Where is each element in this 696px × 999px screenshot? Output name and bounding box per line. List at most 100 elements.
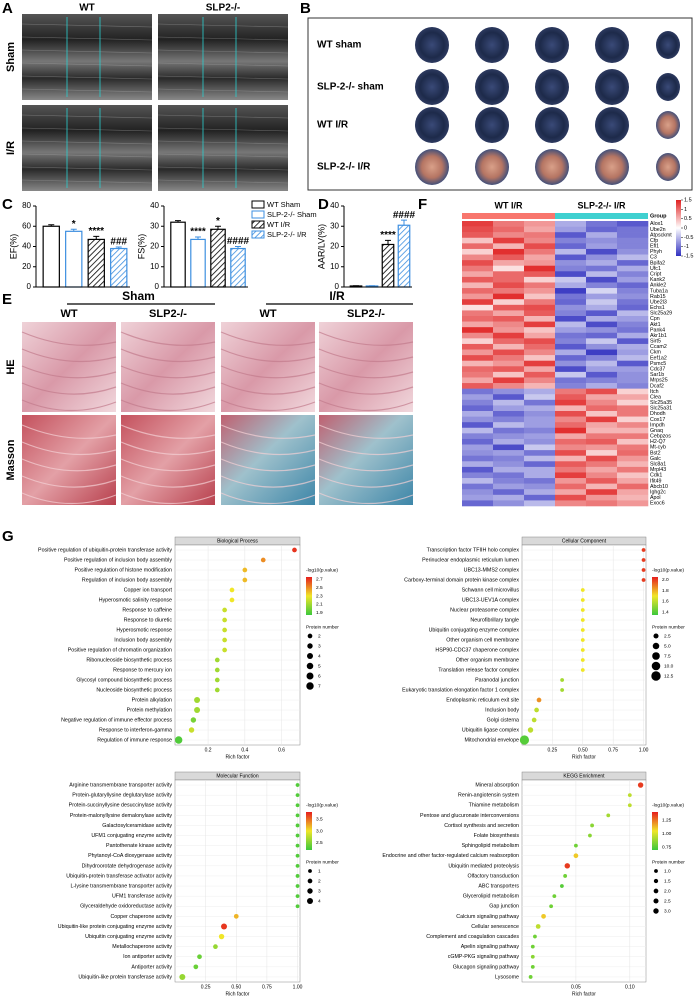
gene-label: Alox1: [650, 221, 663, 227]
heat-cell: [524, 288, 556, 294]
heat-cell: [493, 371, 525, 378]
size-key-label: 7: [318, 683, 321, 689]
heat-cell: [524, 411, 556, 417]
dot: [580, 668, 585, 672]
heart-photo: [595, 107, 629, 143]
heat-cell: [493, 355, 525, 362]
heat-cell: [617, 500, 649, 507]
tissue-streak: [220, 399, 316, 412]
gene-label: Gnaq: [650, 428, 663, 434]
gene-label: Ube2l3: [650, 299, 667, 305]
dot: [563, 874, 568, 878]
dot: [222, 647, 227, 653]
heat-cell: [586, 237, 618, 244]
term-label: Eukaryotic translation elongation factor…: [402, 687, 519, 693]
size-key-label: 10.0: [664, 663, 674, 669]
dot: [221, 923, 228, 930]
term-label: Neurofibrillary tangle: [470, 617, 519, 623]
heat-cell: [462, 399, 494, 406]
heat-cell: [462, 478, 494, 484]
echo-image: [22, 105, 152, 191]
heat-cell: [524, 316, 556, 322]
bar: [42, 225, 60, 288]
heat-cell: [462, 288, 494, 294]
size-key: [653, 898, 659, 904]
heat-cell: [524, 450, 556, 457]
dot: [295, 803, 300, 808]
tissue-streak: [220, 382, 316, 395]
term-label: Response to interferon-gamma: [99, 727, 172, 733]
echo-stripe: [21, 114, 153, 119]
size-legend-title: Protein number: [306, 624, 339, 630]
heat-cell: [493, 316, 525, 322]
heat-cell: [493, 461, 525, 468]
heat-cell: [524, 461, 556, 468]
term-label: UFM1 transferase activity: [112, 894, 172, 900]
tissue-streak: [21, 492, 117, 505]
group-title: Group: [650, 213, 667, 219]
heat-cell: [617, 478, 649, 484]
heart-photo: [415, 27, 449, 63]
dot: [214, 677, 220, 683]
tissue-streak: [120, 382, 216, 395]
heat-cell: [462, 489, 494, 496]
x-tick-label: 0.25: [548, 747, 558, 753]
heat-cell: [617, 310, 649, 317]
gene-label: Itch: [650, 389, 659, 395]
term-label: Positive regulation of inclusion body as…: [64, 557, 172, 563]
heat-cell: [617, 438, 649, 445]
heat-cell: [524, 243, 556, 250]
group-bar: [555, 213, 648, 219]
scale-label: 0.5: [684, 216, 692, 222]
size-key-label: 1.5: [664, 878, 671, 884]
term-label: Response to diuretic: [124, 617, 173, 623]
dot: [531, 717, 537, 723]
heat-cell: [493, 243, 525, 250]
heat-cell: [462, 360, 494, 367]
heat-cell: [555, 366, 587, 373]
heat-cell: [462, 444, 494, 451]
size-key-label: 2: [318, 633, 321, 639]
term-label: Endoplasmic reticulum exit site: [446, 697, 519, 703]
heat-cell: [617, 327, 649, 334]
y-tick-label: 20: [22, 262, 31, 271]
heat-cell: [493, 260, 525, 267]
echo-stripe: [21, 166, 153, 171]
term-label: Apelin signaling pathway: [461, 944, 520, 950]
heat-cell: [586, 288, 618, 294]
tissue-streak: [318, 365, 414, 379]
heat-cell: [555, 282, 587, 289]
x-tick-label: 0.75: [262, 984, 272, 990]
heat-cell: [462, 221, 494, 227]
heat-cell: [462, 343, 494, 350]
term-label: Protein methylation: [127, 707, 172, 713]
heat-cell: [617, 276, 649, 283]
row-label: SLP-2-/- sham: [317, 82, 384, 93]
heat-cell: [462, 500, 494, 507]
size-key-label: 3: [318, 888, 321, 894]
heat-cell: [462, 438, 494, 445]
tissue-streak: [120, 399, 216, 412]
heat-cell: [493, 232, 525, 239]
dot: [637, 782, 644, 788]
tissue-streak: [120, 424, 216, 439]
heat-cell: [493, 427, 525, 434]
heat-cell: [586, 338, 618, 345]
echo-stripe: [157, 179, 289, 184]
term-label: Ubiquitin-like protein conjugating enzym…: [58, 924, 173, 930]
heat-cell: [524, 221, 556, 227]
term-label: HSP90-CDC37 chaperone complex: [435, 647, 519, 653]
heat-cell: [524, 271, 556, 278]
tissue-streak: [220, 475, 316, 488]
row-label: WT I/R: [317, 120, 349, 131]
row-label: Sham: [5, 42, 17, 72]
echo-stripe: [21, 88, 153, 93]
heat-cell: [462, 316, 494, 322]
heat-cell: [617, 472, 649, 479]
heat-cell: [462, 276, 494, 283]
bar: [87, 238, 105, 288]
heat-cell: [524, 299, 556, 306]
heat-cell: [586, 254, 618, 261]
x-axis-label: Rich factor: [572, 991, 596, 997]
heat-cell: [586, 461, 618, 468]
